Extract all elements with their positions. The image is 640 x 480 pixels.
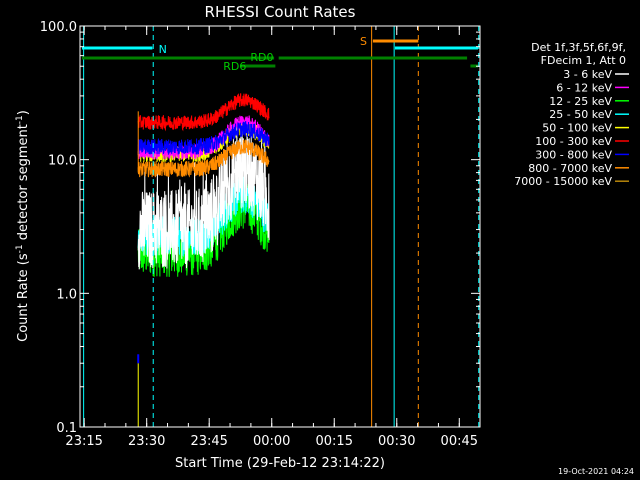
legend-entry-label: 800 - 7000 keV (528, 162, 612, 175)
rd0-label: RD0 (250, 51, 273, 64)
x-tick-label: 23:45 (190, 434, 227, 449)
legend-entry-label: 6 - 12 keV (556, 81, 612, 94)
axis-ticks: 23:15 23:30 23:45 00:00 00:15 00:30 00:45 0.1 1.… (40, 20, 480, 449)
legend-entry-label: 25 - 50 keV (549, 108, 612, 121)
y-tick-label: 100.0 (40, 20, 77, 35)
saa-label: S (360, 35, 367, 48)
footer-timestamp: 19-Oct-2021 04:24 (558, 467, 634, 476)
legend-entry-label: 100 - 300 keV (535, 135, 612, 148)
plot-area (137, 93, 270, 427)
legend-entry-label: 12 - 25 keV (549, 95, 612, 108)
chart-title: RHESSI Count Rates (205, 3, 356, 21)
legend-entry-label: 300 - 800 keV (535, 148, 612, 161)
legend-entry-label: 3 - 6 keV (563, 68, 612, 81)
legend-header-line-1: Det 1f,3f,5f,6f,9f, (531, 41, 626, 54)
x-tick-label: 23:30 (128, 434, 165, 449)
x-tick-label: 00:15 (316, 434, 353, 449)
axes-frame (79, 25, 481, 428)
series-line (137, 138, 270, 178)
night-label: N (159, 43, 167, 56)
series-line (137, 120, 270, 155)
x-tick-label: 23:15 (65, 434, 102, 449)
legend-entry-label: 50 - 100 keV (542, 122, 612, 135)
legend-entry-label: 7000 - 15000 keV (514, 175, 612, 188)
y-tick-label: 0.1 (56, 421, 77, 436)
x-axis-label: Start Time (29-Feb-12 23:14:22) (175, 456, 385, 471)
legend: Det 1f,3f,5f,6f,9f, FDecim 1, Att 0 3 - … (514, 41, 629, 188)
legend-header-line-2: FDecim 1, Att 0 (541, 54, 626, 67)
y-tick-label: 10.0 (48, 154, 77, 169)
y-tick-label: 1.0 (56, 287, 77, 302)
rd6-label: RD6 (223, 60, 246, 73)
series-line (137, 93, 270, 132)
series-line (137, 119, 270, 270)
y-axis-label: Count Rate (s-1 detector segment-1) (15, 110, 31, 342)
x-tick-label: 00:00 (253, 434, 290, 449)
x-tick-label: 00:45 (441, 434, 478, 449)
x-tick-label: 00:30 (378, 434, 415, 449)
